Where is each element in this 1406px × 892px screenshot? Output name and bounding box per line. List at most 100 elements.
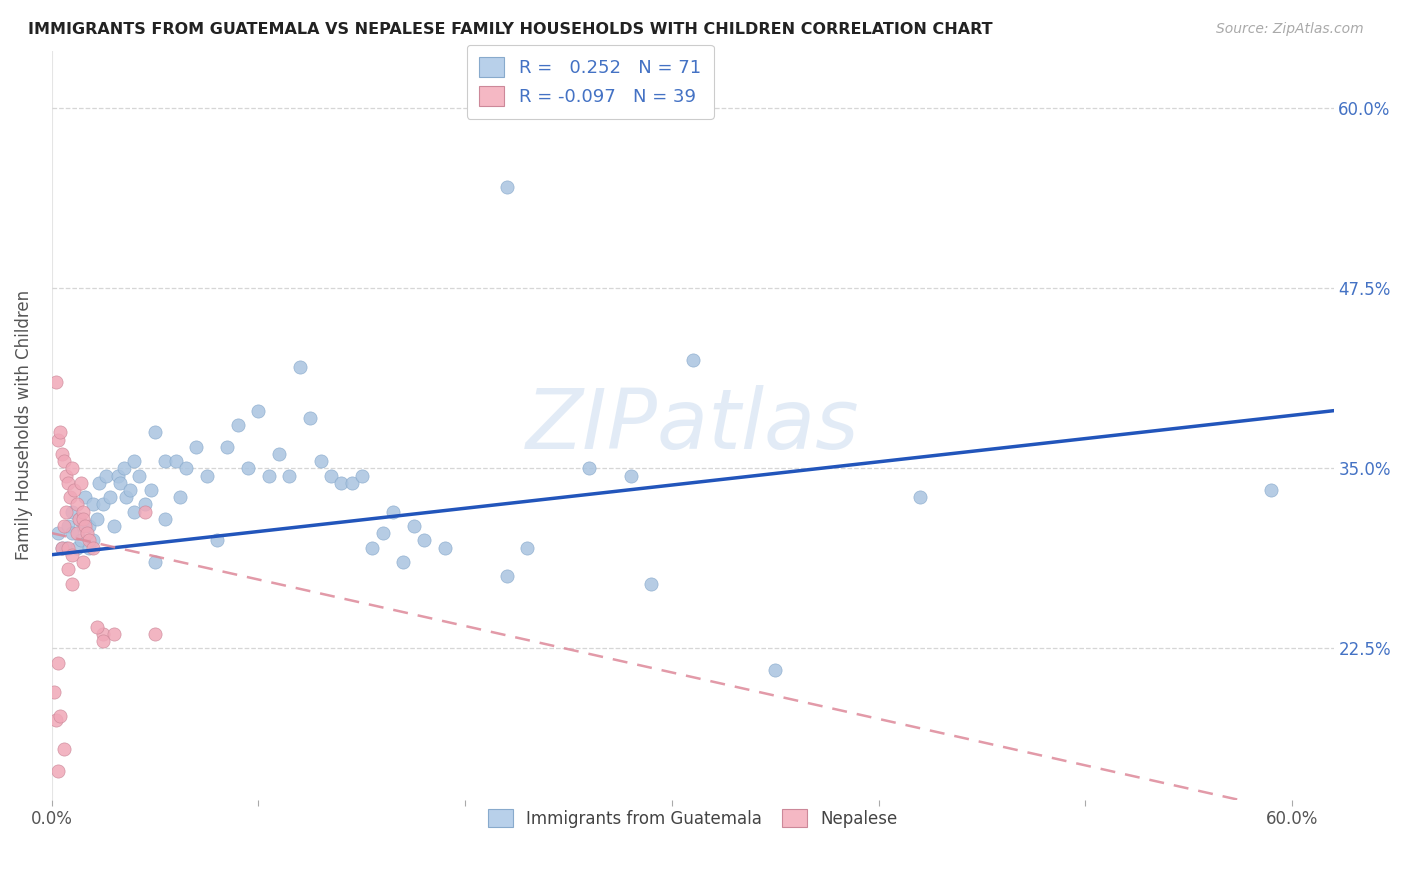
Point [72,512,94,526]
Point [299,410,322,425]
Point [77,519,100,533]
Point [98,490,121,504]
Point [55,468,77,483]
Point [58,475,80,490]
Legend: Immigrants from Guatemala, Nepalese: Immigrants from Guatemala, Nepalese [479,801,905,836]
Point [120,483,142,497]
Point [381,504,404,518]
Point [640,576,662,591]
Point [72,555,94,569]
Point [155,454,177,468]
Point [620,468,643,483]
Point [392,555,415,569]
Point [107,468,129,483]
Point [115,490,138,504]
Point [46,526,69,541]
Point [42,684,65,698]
Point [82,533,104,548]
Point [62,461,84,475]
Point [73,519,96,533]
Text: Source: ZipAtlas.com: Source: ZipAtlas.com [1216,22,1364,37]
Point [205,533,228,548]
Point [65,526,87,541]
Point [226,418,249,433]
Point [174,461,197,475]
Point [55,504,77,518]
Point [578,461,600,475]
Point [86,512,108,526]
Point [340,475,363,490]
Point [155,512,177,526]
Point [269,447,291,461]
Point [67,512,90,526]
Point [247,403,270,417]
Point [278,468,301,483]
Point [186,440,208,454]
Point [124,504,146,518]
Point [433,541,456,555]
Point [763,663,786,677]
Point [139,483,162,497]
Point [682,353,704,368]
Point [143,627,166,641]
Point [134,497,156,511]
Point [62,548,84,562]
Point [69,533,91,548]
Y-axis label: Family Households with Children: Family Households with Children [15,290,32,560]
Point [169,490,191,504]
Point [112,461,135,475]
Point [45,375,67,389]
Point [65,541,87,555]
Point [53,519,76,533]
Point [516,541,538,555]
Point [62,526,84,541]
Point [103,627,125,641]
Text: IMMIGRANTS FROM GUATEMALA VS NEPALESE FAMILY HOUSEHOLDS WITH CHILDREN CORRELATIO: IMMIGRANTS FROM GUATEMALA VS NEPALESE FA… [28,22,993,37]
Point [195,468,218,483]
Point [108,475,131,490]
Point [63,483,86,497]
Point [77,533,100,548]
Point [58,541,80,555]
Point [257,468,280,483]
Point [319,468,342,483]
Point [72,519,94,533]
Point [93,627,115,641]
Point [51,541,73,555]
Point [402,519,425,533]
Point [69,475,91,490]
Point [67,512,90,526]
Point [82,541,104,555]
Point [371,526,394,541]
Point [94,468,117,483]
Point [309,454,332,468]
Point [134,504,156,518]
Point [45,714,67,728]
Point [93,634,115,648]
Point [236,461,259,475]
Point [412,533,434,548]
Point [49,425,72,440]
Point [128,468,150,483]
Point [51,541,73,555]
Point [89,475,111,490]
Point [46,656,69,670]
Point [46,764,69,778]
Point [62,576,84,591]
Point [58,519,80,533]
Point [1260,483,1282,497]
Point [65,497,87,511]
Point [124,454,146,468]
Point [350,468,373,483]
Point [908,490,931,504]
Point [495,180,517,194]
Point [217,440,239,454]
Point [165,454,187,468]
Point [59,490,82,504]
Point [53,454,76,468]
Point [143,425,166,440]
Point [143,555,166,569]
Point [51,447,73,461]
Point [46,433,69,447]
Point [73,490,96,504]
